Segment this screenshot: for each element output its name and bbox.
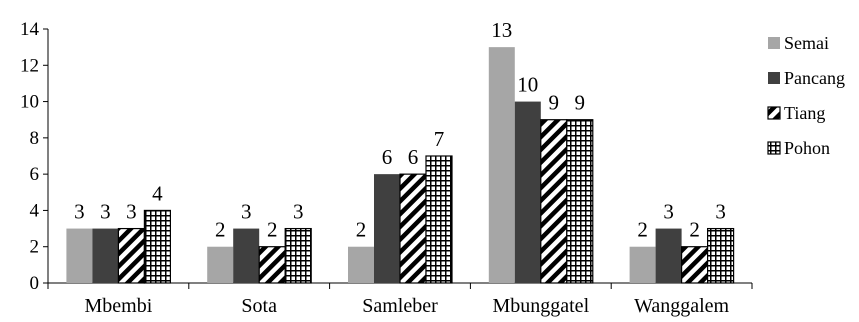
- data-label: 3: [74, 200, 85, 224]
- bar-pohon-samleber: [425, 155, 453, 284]
- data-label: 3: [663, 200, 674, 224]
- bar-pancang-samleber: [374, 174, 400, 283]
- data-label: 2: [267, 218, 278, 242]
- bar-semai-mbembi: [66, 228, 93, 283]
- legend-label-semai: Semai: [784, 33, 829, 53]
- data-label: 10: [517, 73, 538, 97]
- bar-semai-wanggalem: [629, 246, 656, 283]
- bar-pohon-wanggalem: [706, 227, 735, 284]
- x-category-label: Samleber: [362, 295, 438, 317]
- bar-semai-samleber: [348, 246, 374, 283]
- data-label: 9: [575, 91, 586, 115]
- y-tick-label: 12: [20, 55, 39, 76]
- legend-label-tiang: Tiang: [784, 103, 825, 123]
- y-tick-label: 2: [30, 237, 40, 258]
- bar-tiang-mbunggatel: [540, 119, 568, 284]
- bar-semai-mbunggatel: [488, 47, 515, 284]
- data-label: 2: [637, 218, 648, 242]
- legend-label-pancang: Pancang: [784, 68, 845, 88]
- data-label: 6: [408, 145, 419, 169]
- bar-tiang-sota: [258, 246, 286, 284]
- bar-pohon-sota: [284, 227, 312, 284]
- y-tick-label: 6: [30, 164, 40, 185]
- y-tick-label: 8: [30, 128, 40, 149]
- bar-tiang-samleber: [399, 173, 427, 284]
- y-tick-label: 14: [20, 19, 40, 40]
- x-category-label: Wanggalem: [634, 295, 729, 317]
- legend-swatch-pohon: [767, 141, 781, 155]
- x-category-label: Mbembi: [85, 295, 153, 317]
- legend-label-pohon: Pohon: [784, 138, 830, 158]
- bars: [66, 47, 735, 284]
- data-label: 6: [382, 145, 393, 169]
- data-label: 4: [152, 181, 163, 205]
- legend: Semai Pancang Tiang Pohon: [767, 33, 845, 158]
- data-label: 3: [241, 200, 252, 224]
- bar-pancang-mbunggatel: [514, 101, 541, 283]
- legend-swatch-tiang: [767, 106, 781, 120]
- bar-pancang-wanggalem: [655, 228, 682, 283]
- bar-pancang-sota: [233, 228, 260, 283]
- bar-pohon-mbunggatel: [566, 119, 594, 284]
- data-label: 2: [215, 218, 226, 242]
- data-label: 3: [293, 200, 304, 224]
- data-label: 3: [715, 200, 726, 224]
- axes: 0 2 4 6 8 10 12 14 Mbembi Sota Samleber Mbunggatel W…: [20, 19, 753, 317]
- data-label: 3: [126, 200, 137, 224]
- bar-tiang-mbembi: [117, 227, 146, 284]
- y-tick-label: 0: [30, 273, 40, 294]
- data-label: 2: [689, 218, 700, 242]
- x-category-label: Sota: [241, 295, 277, 317]
- legend-swatch-pancang: [768, 72, 780, 84]
- bar-tiang-wanggalem: [680, 246, 709, 284]
- y-tick-label: 10: [20, 92, 39, 113]
- y-tick-label: 4: [30, 200, 40, 221]
- data-label: 9: [549, 91, 560, 115]
- data-label: 13: [491, 18, 512, 42]
- x-category-label: Mbunggatel: [492, 295, 589, 317]
- bar-semai-sota: [207, 246, 234, 283]
- bar-pohon-mbembi: [143, 209, 171, 284]
- data-label: 2: [356, 218, 367, 242]
- bar-pancang-mbembi: [92, 228, 119, 283]
- data-label: 7: [434, 127, 445, 151]
- legend-swatch-semai: [768, 37, 780, 49]
- data-label: 3: [100, 200, 111, 224]
